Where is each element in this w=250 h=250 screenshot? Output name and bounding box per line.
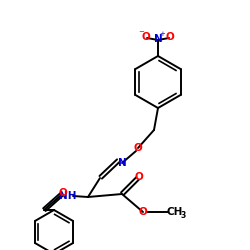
Text: 3: 3 [180,210,186,220]
Text: NH: NH [59,191,77,201]
Text: O: O [166,32,174,42]
Text: N: N [118,158,126,168]
Text: −: − [138,29,144,35]
Text: O: O [134,143,142,153]
Text: O: O [142,32,150,42]
Text: O: O [58,188,68,198]
Text: O: O [138,207,147,217]
Text: +: + [159,31,165,37]
Text: N: N [154,34,162,44]
Text: CH: CH [167,207,183,217]
Text: O: O [134,172,143,182]
